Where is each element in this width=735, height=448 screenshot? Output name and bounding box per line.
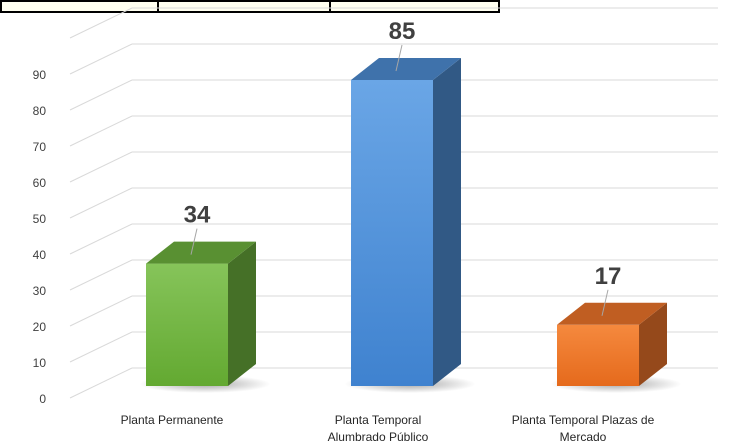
data-label: 17 xyxy=(595,263,622,290)
x-axis: Planta Permanente Planta Temporal Alumbrad… xyxy=(121,413,655,444)
gridline-side xyxy=(69,7,133,39)
y-tick-label: 0 xyxy=(39,392,46,406)
y-tick-label: 40 xyxy=(33,248,47,262)
data-label-leader xyxy=(190,228,198,255)
y-tick-label: 20 xyxy=(33,320,47,334)
gridline-side xyxy=(69,151,133,183)
gridline-side xyxy=(69,259,133,291)
x-tick-label: Planta Permanente xyxy=(121,413,224,427)
gridline-side xyxy=(69,115,133,147)
x-tick-label: Planta Temporal Alumbrado Público xyxy=(328,413,429,444)
y-tick-label: 60 xyxy=(33,176,47,190)
gridline-side xyxy=(69,367,133,399)
bar-front xyxy=(557,324,639,386)
y-tick-label: 30 xyxy=(33,284,47,298)
y-tick-label: 70 xyxy=(33,140,47,154)
bar-top xyxy=(351,58,461,80)
bar-front xyxy=(351,80,433,386)
gridline-side xyxy=(69,331,133,363)
bar: 85 xyxy=(344,18,476,393)
bar-side xyxy=(639,302,667,386)
bar: 17 xyxy=(550,263,682,393)
bars: 34 85 17 xyxy=(139,18,682,393)
y-tick-label: 50 xyxy=(33,212,47,226)
bar-side xyxy=(228,241,256,386)
data-label-leader xyxy=(395,44,403,72)
gridline-side xyxy=(69,187,133,219)
data-label: 85 xyxy=(389,18,416,45)
gridline-side xyxy=(69,223,133,255)
y-tick-label: 80 xyxy=(33,104,47,118)
table-fragment xyxy=(0,0,500,13)
y-tick-label: 10 xyxy=(33,356,47,370)
y-tick-label: 90 xyxy=(33,68,47,82)
data-label-leader xyxy=(601,289,609,316)
x-tick-label: Planta Temporal Plazas de Mercado xyxy=(512,413,655,444)
gridline-side xyxy=(69,79,133,111)
bar-top xyxy=(146,241,256,264)
bar-side xyxy=(433,58,461,386)
gridline-side xyxy=(69,43,133,75)
y-axis: 0 10 20 30 40 50 60 70 80 90 xyxy=(33,68,47,406)
bar: 34 xyxy=(139,202,271,393)
bar-front xyxy=(146,263,228,386)
data-label: 34 xyxy=(184,202,211,229)
gridline-side xyxy=(69,295,133,327)
bar-top xyxy=(557,302,667,325)
